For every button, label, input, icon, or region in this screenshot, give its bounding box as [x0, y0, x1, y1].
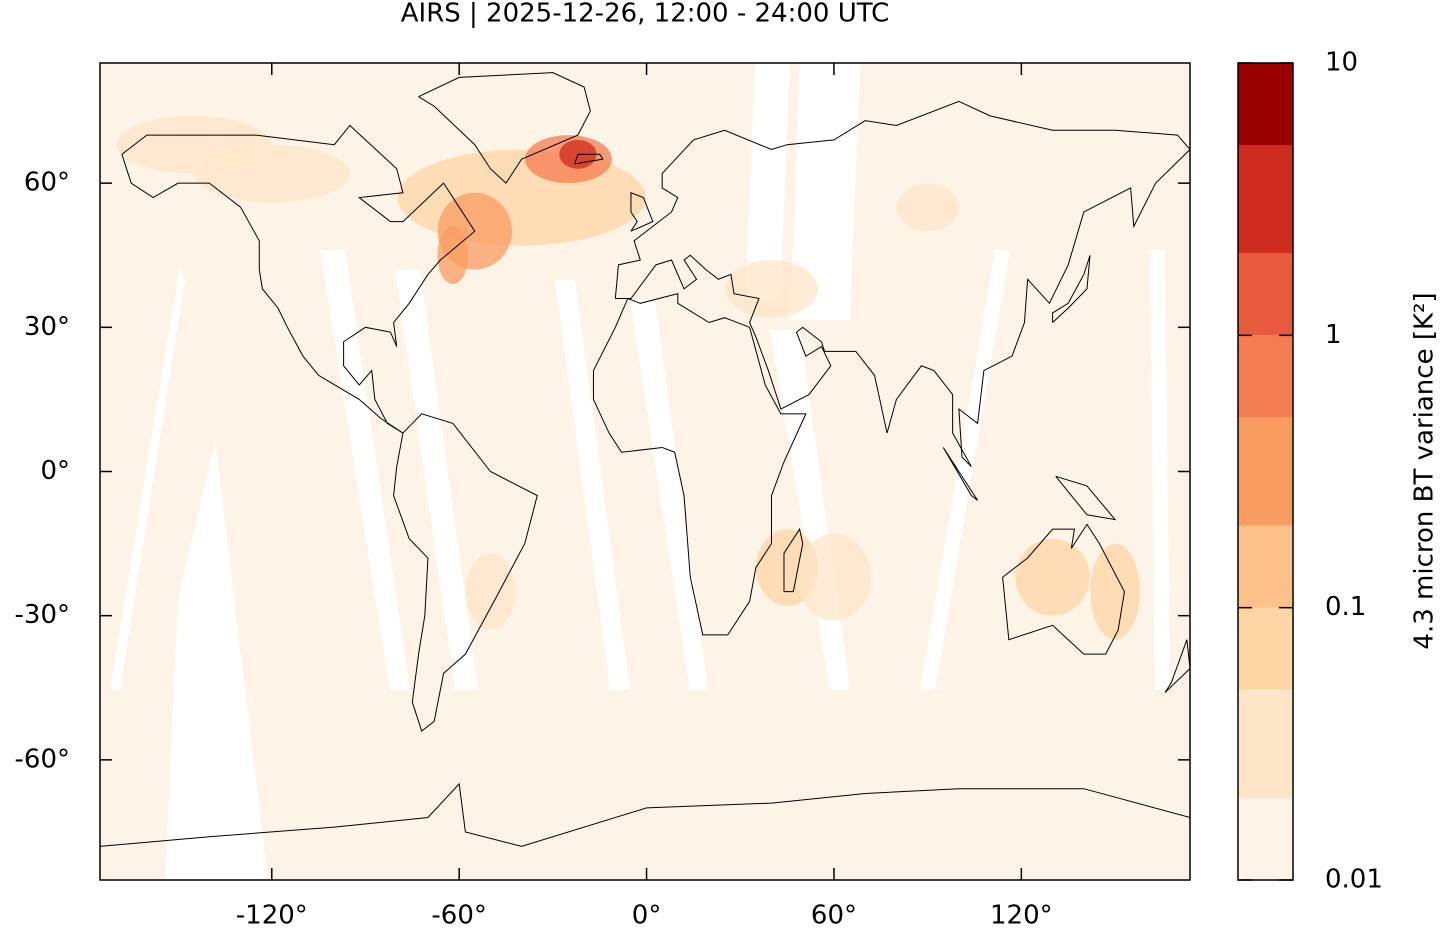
colorbar-tick-label: 1	[1325, 320, 1342, 350]
data-gap	[555, 280, 630, 690]
coastline	[574, 153, 604, 165]
chart-title: AIRS | 2025-12-26, 12:00 - 24:00 UTC	[401, 0, 890, 29]
colorbar-band	[1238, 689, 1293, 799]
data-gap	[320, 250, 410, 690]
variance-patch	[724, 260, 818, 318]
colorbar-label: 4.3 micron BT variance [K²]	[1410, 292, 1440, 649]
x-tick-label: -120°	[236, 901, 308, 930]
coastline	[592, 293, 807, 636]
coastline	[783, 527, 804, 593]
map-area	[100, 63, 1190, 880]
variance-patch	[116, 115, 272, 174]
colorbar-tick-label: 0.01	[1325, 865, 1383, 895]
coastline	[418, 72, 591, 184]
coastline	[614, 100, 1190, 468]
variance-patch	[437, 226, 469, 285]
y-tick-label: -30°	[15, 600, 70, 630]
data-gap	[745, 63, 790, 300]
colorbar-tick-label: 0.1	[1325, 592, 1366, 622]
x-tick-label: 60°	[811, 901, 857, 930]
colorbar-frame	[1237, 62, 1294, 881]
data-gap	[1150, 250, 1170, 690]
data-gap	[165, 440, 268, 880]
colorbar-band	[1238, 253, 1293, 336]
variance-patch	[896, 183, 959, 232]
colorbar-band	[1238, 607, 1293, 690]
map-layer	[100, 63, 1190, 880]
variance-patch	[465, 553, 516, 631]
colorbar-band	[1238, 63, 1293, 145]
colorbar-band	[1238, 798, 1293, 880]
coastline	[1055, 475, 1117, 521]
variance-patch	[1015, 538, 1090, 616]
colorbar-band	[1238, 144, 1293, 254]
data-gap	[630, 300, 708, 690]
coastline	[393, 413, 538, 732]
colorbar-tick-label: 10	[1325, 48, 1358, 78]
coastline	[100, 782, 1190, 847]
y-tick-label: -60°	[15, 744, 70, 774]
x-tick-label: 120°	[990, 901, 1053, 930]
x-tick-label: -60°	[431, 901, 486, 930]
y-tick-label: 30°	[24, 312, 70, 342]
colorbar-band	[1238, 417, 1293, 526]
x-tick-label: 0°	[632, 901, 662, 930]
variance-patch	[796, 534, 872, 621]
variance-patch	[1090, 543, 1140, 640]
y-tick-label: 60°	[24, 168, 70, 198]
data-gap	[395, 270, 478, 690]
colorbar-band	[1238, 525, 1293, 608]
coastline	[121, 124, 476, 434]
y-tick-label: 0°	[40, 456, 70, 486]
data-gap	[790, 63, 860, 320]
colorbar-band	[1238, 335, 1293, 418]
coastline	[630, 192, 654, 232]
coastline	[942, 447, 979, 501]
coastline	[1002, 523, 1125, 655]
coastline	[1164, 639, 1190, 693]
data-gap	[110, 265, 185, 690]
data-gap	[920, 250, 1010, 690]
coastline	[1052, 255, 1091, 323]
